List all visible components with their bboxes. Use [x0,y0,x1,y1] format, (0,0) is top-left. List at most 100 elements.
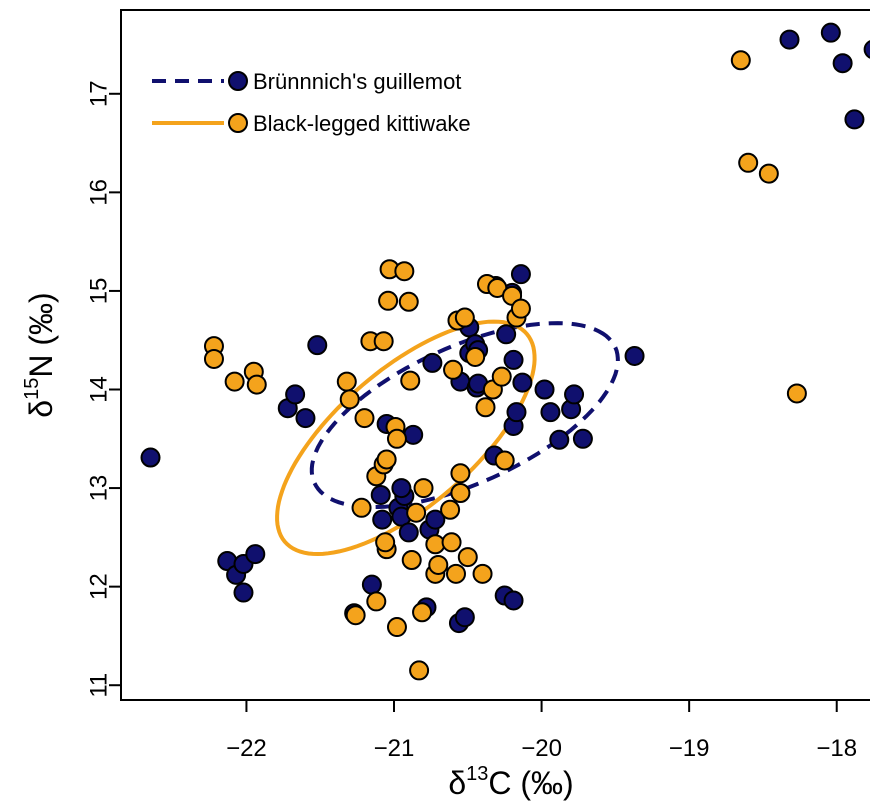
y-tick-label: 13 [85,475,112,502]
point-black-legged-kittiwake [366,591,387,612]
point-br-nnnich-s-guillemot [233,582,254,603]
point-black-legged-kittiwake [412,602,433,623]
point-black-legged-kittiwake [454,307,475,328]
point-black-legged-kittiwake [203,348,224,369]
point-black-legged-kittiwake [730,50,751,71]
point-black-legged-kittiwake [441,532,462,553]
point-black-legged-kittiwake [345,605,366,626]
point-black-legged-kittiwake [475,397,496,418]
legend-marker-kittiwake [228,113,248,133]
point-black-legged-kittiwake [445,563,466,584]
point-black-legged-kittiwake [386,428,407,449]
point-black-legged-kittiwake [354,408,375,429]
x-axis: −22 −21 −20 −19 −18 [226,699,857,762]
point-br-nnnich-s-guillemot [398,522,419,543]
point-br-nnnich-s-guillemot [512,372,533,393]
point-br-nnnich-s-guillemot [506,402,527,423]
point-black-legged-kittiwake [375,532,396,553]
point-black-legged-kittiwake [443,359,464,380]
point-br-nnnich-s-guillemot [372,509,393,530]
point-black-legged-kittiwake [401,550,422,571]
legend-marker-guillemot [228,71,248,91]
point-br-nnnich-s-guillemot [285,384,306,405]
point-black-legged-kittiwake [510,298,531,319]
point-black-legged-kittiwake [339,389,360,410]
point-br-nnnich-s-guillemot [534,379,555,400]
x-tick-label: −18 [816,735,857,762]
point-black-legged-kittiwake [491,366,512,387]
point-br-nnnich-s-guillemot [307,335,328,356]
point-br-nnnich-s-guillemot [295,408,316,429]
point-br-nnnich-s-guillemot [564,384,585,405]
x-tick-label: −19 [669,735,710,762]
y-axis-title-rest: N (‰) [23,292,59,377]
point-br-nnnich-s-guillemot [403,424,424,445]
point-black-legged-kittiwake [409,660,430,681]
point-black-legged-kittiwake [450,483,471,503]
point-black-legged-kittiwake [425,534,446,555]
point-black-legged-kittiwake [465,346,486,367]
point-br-nnnich-s-guillemot [140,447,161,468]
point-br-nnnich-s-guillemot [496,324,517,345]
x-axis-title-rest: C (‰) [488,765,573,801]
point-black-legged-kittiwake [786,383,807,404]
point-br-nnnich-s-guillemot [422,352,443,373]
point-black-legged-kittiwake [224,371,245,392]
legend-entry-guillemot: Brünnnich's guillemot [152,69,461,94]
y-axis-title-delta: δ [23,400,59,418]
x-tick-label: −21 [374,735,415,762]
x-axis-title-superscript: 13 [466,763,488,785]
y-tick-label: 12 [85,573,112,600]
point-black-legged-kittiwake [378,290,399,311]
point-br-nnnich-s-guillemot [624,345,645,366]
point-br-nnnich-s-guillemot [391,478,412,499]
x-axis-title: δ13C (‰) [448,763,573,801]
point-black-legged-kittiwake [472,563,493,584]
legend-entry-kittiwake: Black-legged kittiwake [152,111,471,136]
point-black-legged-kittiwake [450,463,471,484]
point-br-nnnich-s-guillemot [863,40,870,59]
point-black-legged-kittiwake [758,163,779,184]
point-br-nnnich-s-guillemot [832,53,853,74]
point-br-nnnich-s-guillemot [510,264,531,285]
point-br-nnnich-s-guillemot [503,349,524,370]
y-tick-label: 14 [85,376,112,403]
legend-label-kittiwake: Black-legged kittiwake [253,111,471,136]
x-tick-label: −22 [226,735,267,762]
point-br-nnnich-s-guillemot [245,544,266,565]
point-black-legged-kittiwake [738,152,759,173]
point-br-nnnich-s-guillemot [454,607,475,628]
point-black-legged-kittiwake [398,291,419,312]
point-black-legged-kittiwake [386,617,407,638]
point-br-nnnich-s-guillemot [425,509,446,530]
point-black-legged-kittiwake [336,371,357,392]
point-black-legged-kittiwake [394,261,415,282]
y-axis-title-superscript: 15 [21,378,43,400]
points-layer [140,22,870,681]
point-br-nnnich-s-guillemot [820,22,841,43]
point-black-legged-kittiwake [406,502,427,523]
y-tick-label: 17 [85,80,112,107]
y-axis: 11 12 13 14 15 16 17 [85,80,122,698]
point-br-nnnich-s-guillemot [370,484,391,505]
point-br-nnnich-s-guillemot [572,428,593,449]
point-black-legged-kittiwake [373,331,394,352]
point-black-legged-kittiwake [494,450,515,471]
y-tick-label: 15 [85,278,112,305]
point-br-nnnich-s-guillemot [503,590,524,611]
point-black-legged-kittiwake [400,370,421,391]
point-black-legged-kittiwake [351,497,372,518]
legend-label-guillemot: Brünnnich's guillemot [253,69,461,94]
y-tick-label: 11 [85,673,112,698]
y-axis-title: δ15N (‰) [21,292,59,417]
point-black-legged-kittiwake [428,554,449,575]
point-br-nnnich-s-guillemot [844,109,865,130]
point-br-nnnich-s-guillemot [779,29,800,50]
point-black-legged-kittiwake [376,449,397,470]
point-black-legged-kittiwake [457,547,478,568]
point-br-nnnich-s-guillemot [549,429,570,450]
point-br-nnnich-s-guillemot [361,574,382,595]
legend: Brünnnich's guillemot Black-legged kitti… [152,69,471,136]
ellipse-br-nnnich-s-guillemot [309,321,620,510]
